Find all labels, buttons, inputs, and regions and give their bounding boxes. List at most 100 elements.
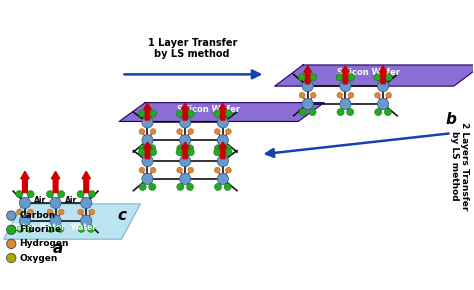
Circle shape [377,98,389,110]
Text: a: a [53,241,63,256]
FancyArrow shape [219,104,227,120]
Circle shape [214,128,220,134]
Circle shape [337,108,344,116]
Circle shape [347,74,355,81]
Circle shape [187,110,194,117]
Circle shape [7,253,16,263]
Text: Silicon Wafer: Silicon Wafer [177,105,240,114]
Circle shape [186,145,193,152]
Polygon shape [275,65,474,86]
Circle shape [142,117,153,128]
Circle shape [374,108,382,116]
Circle shape [348,92,354,98]
FancyArrow shape [182,142,189,159]
Circle shape [385,74,392,81]
Circle shape [188,128,194,134]
Circle shape [214,183,222,191]
Circle shape [19,197,30,209]
Circle shape [299,92,305,98]
Circle shape [340,81,351,92]
Circle shape [142,155,153,167]
FancyArrow shape [379,66,387,84]
FancyArrow shape [21,171,29,193]
Circle shape [17,209,22,215]
Circle shape [7,225,16,234]
Circle shape [302,98,313,110]
Circle shape [374,92,380,98]
Circle shape [138,148,146,156]
Circle shape [176,110,183,117]
Circle shape [87,225,95,232]
Circle shape [377,81,389,92]
Polygon shape [119,103,324,122]
Circle shape [177,145,184,152]
Circle shape [7,211,16,220]
FancyArrow shape [51,171,60,193]
Circle shape [384,108,392,116]
FancyArrow shape [342,66,349,84]
Circle shape [340,98,351,110]
Text: b: b [446,112,457,127]
Text: 1 Layer Transfer
by LS method: 1 Layer Transfer by LS method [147,38,237,59]
Circle shape [139,145,146,152]
Circle shape [149,148,157,156]
FancyArrow shape [182,104,189,120]
Circle shape [16,191,23,198]
Circle shape [299,108,307,116]
Circle shape [310,92,316,98]
Circle shape [150,167,156,173]
Circle shape [149,183,156,191]
Circle shape [386,92,392,98]
Circle shape [88,191,95,198]
Circle shape [17,225,24,232]
Circle shape [225,148,232,156]
Text: c: c [117,208,126,223]
Circle shape [142,135,153,146]
Circle shape [50,197,61,209]
Circle shape [81,197,92,209]
Circle shape [58,209,64,215]
Circle shape [180,173,191,184]
Circle shape [180,155,191,167]
Circle shape [299,74,306,81]
Text: Air: Air [34,196,46,205]
Circle shape [50,215,61,226]
Circle shape [142,173,153,184]
Circle shape [139,128,145,134]
Text: Water: Water [40,223,66,232]
Circle shape [374,74,381,81]
Circle shape [177,183,184,191]
Circle shape [149,145,156,152]
Circle shape [27,191,34,198]
Circle shape [217,135,228,146]
Circle shape [150,128,156,134]
Circle shape [187,148,194,156]
Circle shape [226,167,231,173]
Circle shape [346,108,354,116]
Text: 2 Layers Transfer
by LS method: 2 Layers Transfer by LS method [450,122,469,210]
FancyArrow shape [82,171,91,193]
Circle shape [224,183,231,191]
Circle shape [139,183,146,191]
Text: Water: Water [71,223,97,232]
Circle shape [224,145,231,152]
Circle shape [217,155,228,167]
Circle shape [186,183,193,191]
Circle shape [19,215,30,226]
Circle shape [336,74,343,81]
Text: Carbon: Carbon [19,211,55,220]
Circle shape [149,110,157,117]
Text: Oxygen: Oxygen [19,253,58,262]
Circle shape [46,191,54,198]
Circle shape [47,225,55,232]
Circle shape [217,117,228,128]
FancyArrow shape [144,142,151,159]
Circle shape [138,110,146,117]
Circle shape [214,110,221,117]
Circle shape [7,239,16,249]
Circle shape [226,128,231,134]
Text: Water: Water [9,223,36,232]
Circle shape [57,191,65,198]
Circle shape [217,173,228,184]
Circle shape [214,145,222,152]
